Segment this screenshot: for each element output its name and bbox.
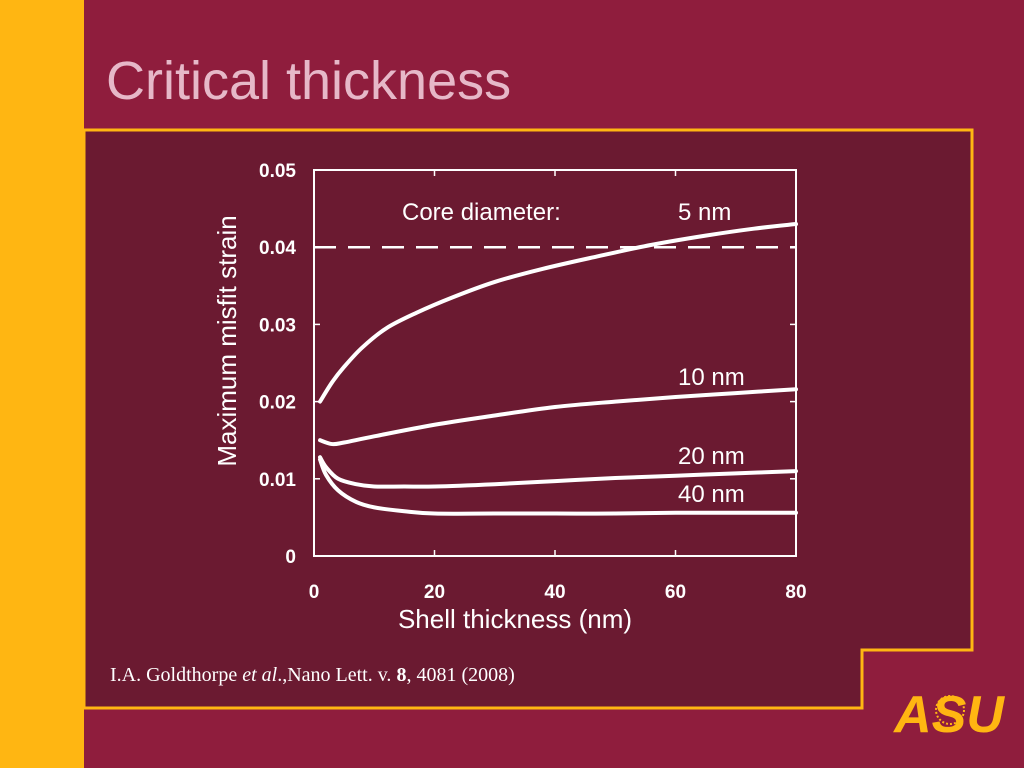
slide-title: Critical thickness xyxy=(106,51,512,111)
x-tick-label: 40 xyxy=(544,582,565,603)
left-accent-bar xyxy=(0,0,84,768)
series-line-5-nm xyxy=(318,222,798,404)
chart-background xyxy=(195,148,825,648)
series-label: 20 nm xyxy=(678,443,745,470)
y-tick-label: 0.02 xyxy=(259,393,296,414)
asu-logo: ASU xyxy=(892,686,1005,740)
x-axis-label: Shell thickness (nm) xyxy=(398,604,632,634)
y-tick-label: 0.03 xyxy=(259,315,296,336)
x-tick-label: 60 xyxy=(665,582,686,603)
citation-authors: I.A. Goldthorpe xyxy=(110,664,243,686)
y-tick-label: 0.01 xyxy=(259,470,296,491)
y-tick-label: 0.05 xyxy=(259,161,296,182)
citation: I.A. Goldthorpe et al.,Nano Lett. v. 8, … xyxy=(110,664,515,687)
series-label: 10 nm xyxy=(678,364,745,391)
citation-etal: et al xyxy=(242,664,278,686)
series-label: 5 nm xyxy=(678,199,731,226)
x-tick-label: 0 xyxy=(309,582,320,603)
core-diameter-annotation: Core diameter: xyxy=(402,199,561,226)
citation-rest: , 4081 (2008) xyxy=(406,664,515,686)
series-label: 40 nm xyxy=(678,481,745,508)
series-line-20-nm xyxy=(318,455,798,489)
citation-journal: .,Nano Lett. v. xyxy=(277,664,397,686)
series-line-10-nm xyxy=(318,387,798,447)
y-axis-label: Maximum misfit strain xyxy=(212,215,242,466)
citation-volume: 8 xyxy=(396,664,407,686)
y-tick-label: 0.04 xyxy=(259,238,296,259)
series-line-40-nm xyxy=(318,457,798,516)
asu-logo-text: ASU xyxy=(892,686,1005,740)
x-tick-label: 80 xyxy=(785,582,806,603)
y-tick-label: 0 xyxy=(285,547,296,568)
x-tick-label: 20 xyxy=(424,582,445,603)
